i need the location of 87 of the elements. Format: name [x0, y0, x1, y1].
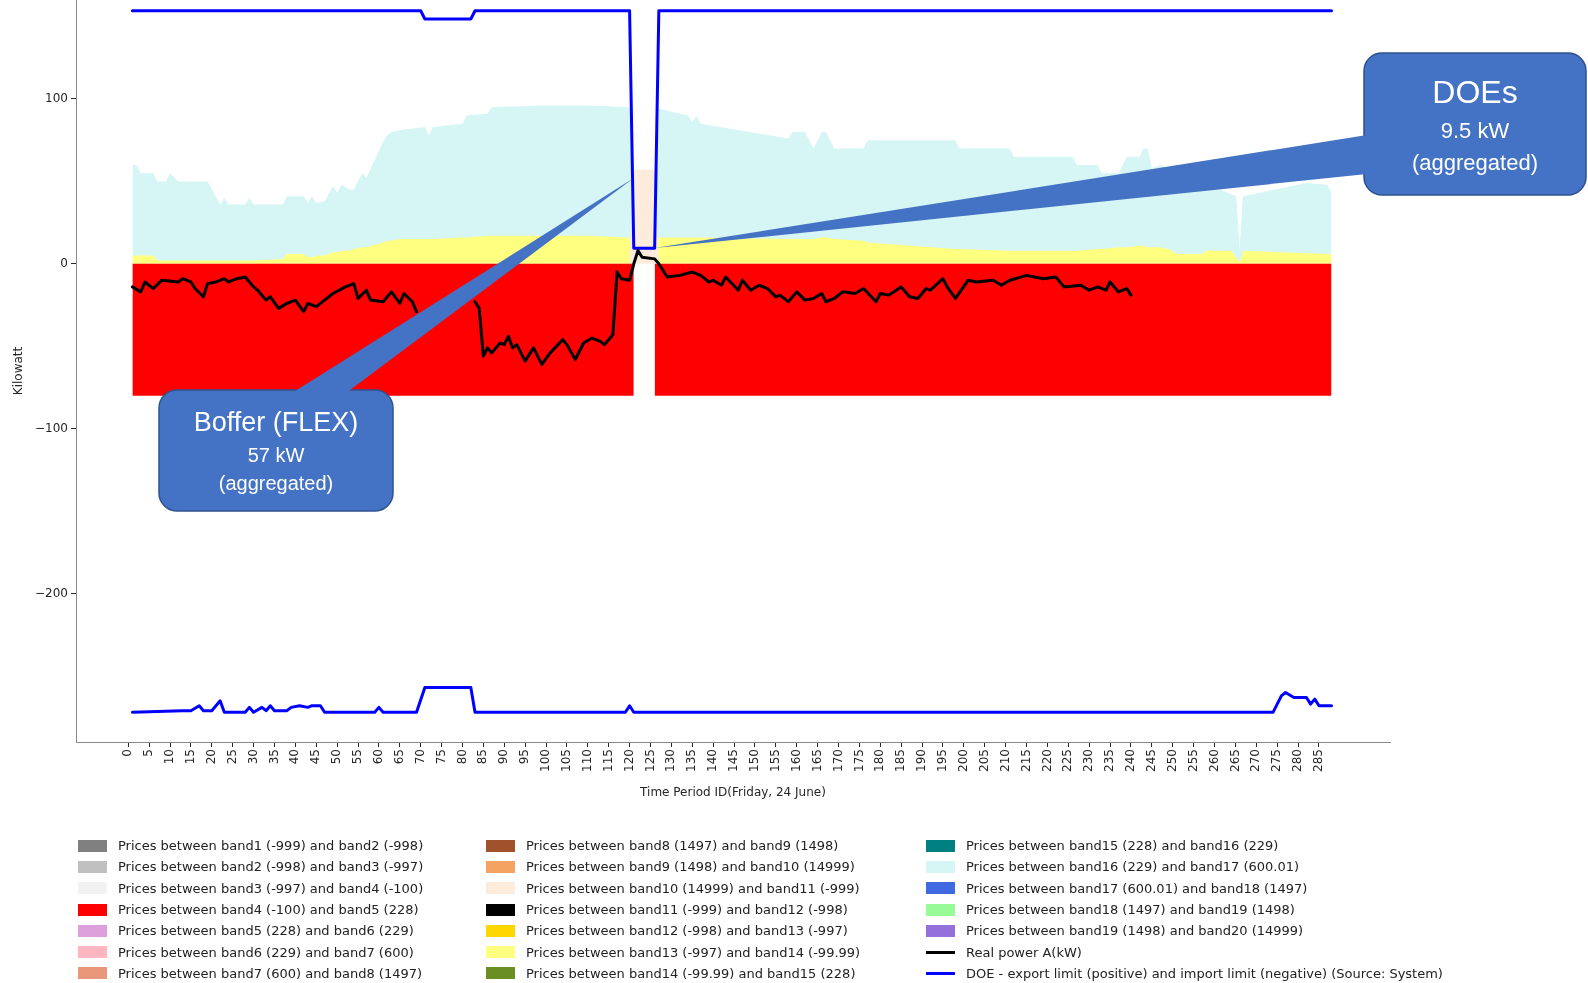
x-tick-label: 85: [475, 749, 490, 765]
x-tick-label: 95: [517, 749, 532, 765]
y-tick-label: 100: [45, 91, 68, 106]
legend-label: Prices between band19 (1498) and band20 (14999): [966, 923, 1304, 939]
legend-label: Prices between band1 (-999) and band2 (-998): [118, 838, 424, 854]
x-tick-label: 115: [600, 749, 615, 772]
x-tick-label: 180: [872, 749, 887, 772]
x-tick-label: 60: [371, 749, 386, 765]
legend-label: Prices between band5 (228) and band6 (229): [118, 923, 414, 939]
x-tick-label: 100: [538, 749, 553, 772]
y-tick-label: −200: [35, 585, 68, 600]
x-tick-label: 230: [1081, 749, 1096, 772]
x-tick-label: 50: [329, 749, 344, 765]
x-tick-label: 275: [1269, 749, 1284, 772]
x-tick-label: 140: [705, 749, 720, 772]
legend-label: Prices between band18 (1497) and band19 (1498): [966, 902, 1295, 918]
x-tick-label: 175: [851, 749, 866, 772]
x-tick-label: 220: [1039, 749, 1054, 772]
x-tick-label: 5: [141, 749, 156, 757]
x-tick-label: 0: [120, 749, 135, 757]
x-tick-label: 255: [1185, 749, 1200, 772]
legend-label: Prices between band8 (1497) and band9 (1498): [526, 838, 839, 854]
x-tick-label: 285: [1311, 749, 1326, 772]
x-tick-label: 105: [559, 749, 574, 772]
x-tick-label: 190: [914, 749, 929, 772]
x-tick-label: 70: [412, 749, 427, 765]
x-tick-label: 170: [830, 749, 845, 772]
x-tick-label: 25: [224, 749, 239, 765]
x-tick-label: 205: [976, 749, 991, 772]
x-tick-label: 15: [183, 749, 198, 765]
x-tick-label: 130: [663, 749, 678, 772]
x-tick-label: 30: [245, 749, 260, 765]
x-tick-label: 195: [935, 749, 950, 772]
x-tick-label: 55: [350, 749, 365, 765]
x-tick-label: 240: [1123, 749, 1138, 772]
legend-label: Prices between band7 (600) and band8 (1497): [118, 965, 423, 981]
legend-label: Prices between band15 (228) and band16 (229): [966, 838, 1279, 854]
legend-label: Prices between band6 (229) and band7 (600): [118, 944, 414, 960]
legend-label: Prices between band10 (14999) and band11 (-999): [526, 880, 860, 896]
x-tick-label: 160: [788, 749, 803, 772]
legend-label: Prices between band12 (-998) and band13 (-997): [526, 923, 848, 939]
x-tick-label: 210: [997, 749, 1012, 772]
legend-label: Prices between band13 (-997) and band14 (-99.99): [526, 944, 861, 960]
x-tick-label: 110: [579, 749, 594, 772]
x-tick-label: 80: [454, 749, 469, 765]
y-tick-label: 0: [60, 255, 68, 270]
annotation: Boffer (FLEX) 57 kW (aggregated): [159, 390, 393, 511]
legend-label: Real power A(kW): [966, 944, 1082, 960]
y-axis-title: Kilowatt: [11, 346, 26, 396]
legend-label: Prices between band16 (229) and band17 (600.01): [966, 859, 1300, 875]
x-tick-label: 20: [203, 749, 218, 765]
x-tick-label: 120: [621, 749, 636, 772]
x-tick-label: 265: [1227, 749, 1242, 772]
legend-label: Prices between band11 (-999) and band12 (-998): [526, 902, 848, 918]
x-tick-label: 125: [642, 749, 657, 772]
x-tick-label: 75: [433, 749, 448, 765]
x-tick-label: 35: [266, 749, 281, 765]
x-tick-label: 155: [767, 749, 782, 772]
x-tick-label: 185: [893, 749, 908, 772]
legend-label: Prices between band3 (-997) and band4 (-100): [118, 880, 424, 896]
legend-label: Prices between band4 (-100) and band5 (228): [118, 902, 419, 918]
x-tick-label: 165: [809, 749, 824, 772]
legend-label: Prices between band14 (-99.99) and band15 (228): [526, 965, 856, 981]
legend-label: Prices between band17 (600.01) and band18 (1497): [966, 880, 1308, 896]
x-tick-label: 10: [162, 749, 177, 765]
x-tick-label: 145: [726, 749, 741, 772]
x-tick-label: 200: [955, 749, 970, 772]
x-tick-label: 235: [1102, 749, 1117, 772]
legend-label: Prices between band2 (-998) and band3 (-997): [118, 859, 424, 875]
x-tick-label: 65: [391, 749, 406, 765]
x-tick-label: 40: [287, 749, 302, 765]
x-tick-label: 270: [1248, 749, 1263, 772]
x-tick-label: 45: [308, 749, 323, 765]
x-tick-label: 260: [1206, 749, 1221, 772]
x-tick-label: 225: [1060, 749, 1075, 772]
x-tick-label: 90: [496, 749, 511, 765]
x-tick-label: 250: [1164, 749, 1179, 772]
y-tick-label: −100: [35, 420, 68, 435]
x-tick-label: 135: [684, 749, 699, 772]
x-tick-label: 245: [1143, 749, 1158, 772]
text: DOEs 9.5 kW (aggregated): [1364, 53, 1586, 195]
x-tick-label: 150: [747, 749, 762, 772]
legend-label: Prices between band9 (1498) and band10 (14999): [526, 859, 855, 875]
legend-label: DOE - export limit (positive) and import limit (negative) (Source: System): [966, 965, 1443, 981]
x-tick-label: 280: [1290, 749, 1305, 772]
x-tick-label: 215: [1018, 749, 1033, 772]
x-axis-title: Time Period ID(Friday, 24 June): [639, 784, 826, 799]
